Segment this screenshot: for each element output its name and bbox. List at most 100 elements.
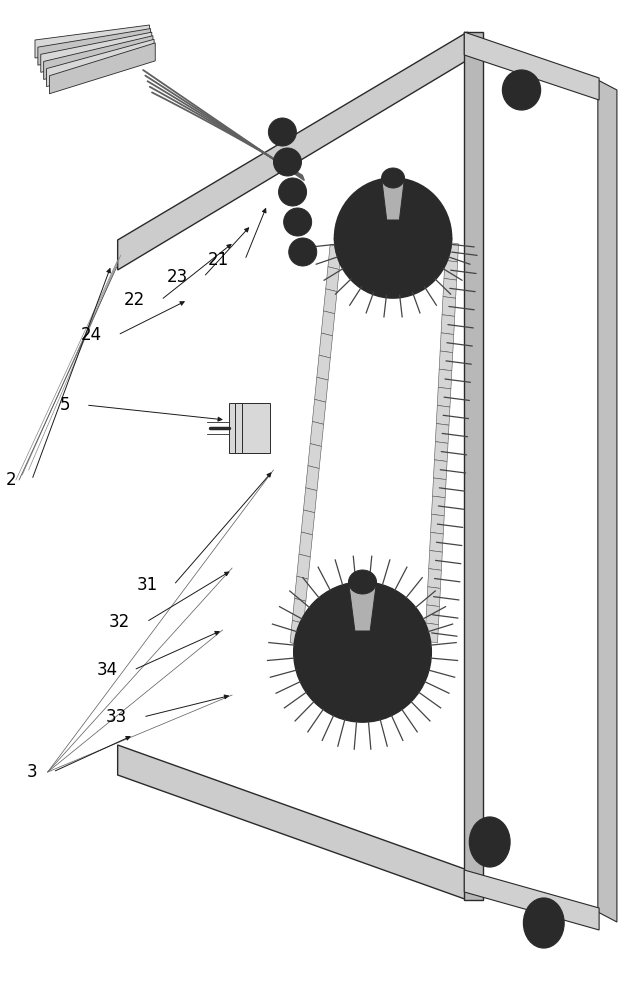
Polygon shape — [312, 399, 326, 424]
Polygon shape — [303, 488, 317, 513]
Polygon shape — [50, 43, 155, 94]
Polygon shape — [324, 587, 343, 608]
Polygon shape — [432, 478, 446, 498]
Polygon shape — [294, 638, 312, 652]
Polygon shape — [339, 702, 354, 721]
Text: 33: 33 — [106, 708, 127, 726]
Polygon shape — [299, 532, 312, 557]
Polygon shape — [598, 80, 617, 922]
Polygon shape — [340, 257, 358, 274]
Polygon shape — [293, 598, 306, 623]
Polygon shape — [41, 32, 152, 72]
Polygon shape — [441, 315, 455, 335]
Polygon shape — [406, 613, 426, 632]
Polygon shape — [310, 421, 324, 446]
Polygon shape — [411, 625, 430, 642]
Polygon shape — [336, 583, 352, 603]
Polygon shape — [350, 704, 363, 722]
Polygon shape — [303, 679, 322, 697]
Polygon shape — [317, 355, 330, 380]
Ellipse shape — [375, 220, 411, 256]
Polygon shape — [44, 36, 153, 79]
Polygon shape — [392, 594, 411, 614]
Polygon shape — [399, 602, 420, 622]
Polygon shape — [319, 693, 336, 713]
Polygon shape — [347, 265, 365, 283]
Polygon shape — [299, 613, 319, 632]
Text: 22: 22 — [124, 291, 145, 309]
Polygon shape — [319, 333, 333, 358]
Ellipse shape — [286, 186, 299, 198]
Polygon shape — [443, 278, 457, 298]
Polygon shape — [315, 377, 328, 402]
Polygon shape — [118, 32, 467, 270]
Polygon shape — [436, 238, 452, 251]
Ellipse shape — [532, 909, 555, 937]
Polygon shape — [428, 569, 441, 588]
Polygon shape — [335, 248, 353, 263]
Polygon shape — [295, 661, 314, 676]
Ellipse shape — [335, 178, 452, 298]
Polygon shape — [46, 39, 154, 87]
Polygon shape — [305, 602, 326, 622]
Polygon shape — [444, 260, 457, 280]
Polygon shape — [412, 272, 430, 290]
Polygon shape — [426, 605, 439, 625]
Ellipse shape — [294, 582, 431, 722]
Polygon shape — [389, 693, 406, 713]
Polygon shape — [403, 277, 418, 294]
Ellipse shape — [276, 126, 289, 138]
Polygon shape — [324, 289, 337, 314]
Text: 32: 32 — [109, 613, 130, 631]
Ellipse shape — [289, 238, 317, 266]
Polygon shape — [396, 686, 415, 706]
Polygon shape — [445, 242, 459, 262]
Polygon shape — [439, 351, 453, 371]
Ellipse shape — [279, 178, 307, 206]
Text: 3: 3 — [26, 763, 37, 781]
Polygon shape — [328, 698, 345, 718]
Ellipse shape — [382, 168, 404, 188]
Polygon shape — [321, 311, 335, 336]
Ellipse shape — [478, 828, 501, 856]
Polygon shape — [429, 550, 442, 570]
Polygon shape — [411, 661, 430, 676]
Polygon shape — [430, 532, 443, 552]
Polygon shape — [380, 698, 397, 718]
Polygon shape — [349, 582, 363, 600]
Ellipse shape — [281, 156, 294, 168]
Polygon shape — [438, 369, 452, 389]
Ellipse shape — [273, 148, 301, 176]
Polygon shape — [306, 466, 319, 491]
Text: 34: 34 — [97, 661, 118, 679]
Text: 31: 31 — [137, 576, 158, 594]
Polygon shape — [298, 670, 317, 687]
Polygon shape — [413, 638, 431, 652]
Ellipse shape — [511, 79, 532, 101]
Ellipse shape — [347, 191, 439, 285]
Polygon shape — [308, 444, 321, 469]
Text: 24: 24 — [81, 326, 102, 344]
Polygon shape — [403, 679, 422, 697]
Polygon shape — [425, 623, 438, 643]
Text: 21: 21 — [208, 251, 229, 269]
Polygon shape — [436, 424, 449, 443]
Polygon shape — [434, 442, 448, 461]
Polygon shape — [433, 248, 451, 263]
Ellipse shape — [308, 597, 417, 707]
Polygon shape — [294, 576, 308, 601]
Polygon shape — [35, 25, 149, 58]
Polygon shape — [356, 272, 374, 290]
Polygon shape — [371, 702, 386, 721]
Polygon shape — [38, 29, 151, 65]
Text: 2: 2 — [5, 471, 16, 489]
Polygon shape — [464, 870, 599, 930]
Polygon shape — [432, 496, 445, 516]
Bar — [242, 403, 270, 453]
Polygon shape — [297, 554, 310, 579]
Polygon shape — [382, 587, 401, 608]
Text: 5: 5 — [59, 396, 70, 414]
Polygon shape — [380, 280, 393, 296]
Ellipse shape — [523, 898, 564, 948]
Ellipse shape — [469, 817, 510, 867]
